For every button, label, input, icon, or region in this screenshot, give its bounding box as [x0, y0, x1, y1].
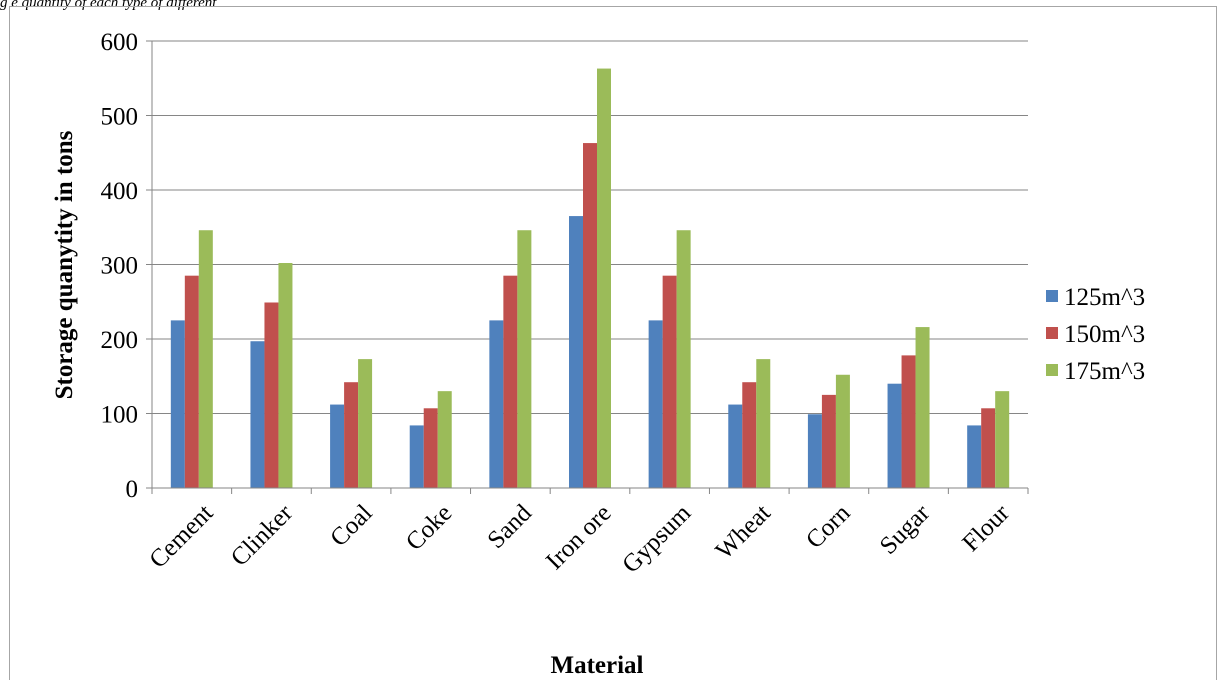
- bar-coke-series-2: [423, 408, 438, 488]
- figure-caption: g e quantity of each type of different: [0, 0, 217, 11]
- bar-coal-series-3: [358, 359, 373, 488]
- x-tick-label: Clinker: [226, 499, 299, 572]
- bar-corn-series-3: [835, 374, 850, 488]
- bar-cement-series-2: [184, 275, 199, 488]
- y-tick-labels: 0 100 200 300 400 500 600: [101, 29, 139, 503]
- y-tick-label: 100: [101, 402, 139, 429]
- x-tick-label: Flour: [957, 499, 1015, 557]
- bar-sugar-series-2: [901, 355, 916, 488]
- bar-sugar-series-1: [887, 383, 902, 488]
- bar-iron-ore-series-2: [583, 143, 597, 488]
- x-tick-label: Sugar: [875, 499, 936, 560]
- y-tick-label: 400: [101, 178, 139, 205]
- legend: 125m^3 150m^3 175m^3: [1046, 284, 1145, 385]
- x-tick-label: Corn: [801, 499, 856, 554]
- y-tick-label: 0: [126, 476, 139, 503]
- bar-clinker-series-1: [250, 341, 265, 488]
- bar-sand-series-3: [517, 230, 532, 489]
- bar-wheat-series-1: [728, 404, 743, 488]
- bar-wheat-series-2: [742, 382, 757, 488]
- legend-label: 150m^3: [1064, 321, 1145, 348]
- bar-gypsum-series-3: [676, 230, 691, 489]
- y-tick-label: 600: [101, 29, 139, 56]
- bar-corn-series-1: [807, 414, 822, 488]
- bar-iron-ore-series-3: [597, 68, 611, 488]
- x-tick-label: Coal: [325, 499, 378, 552]
- y-axis-title: Storage quanytity in tons: [51, 130, 78, 399]
- x-tick-label: Wheat: [711, 499, 776, 564]
- legend-label: 175m^3: [1064, 358, 1145, 385]
- x-tick-label: Gypsum: [617, 499, 696, 578]
- legend-swatch-series-1: [1046, 290, 1058, 302]
- legend-swatch-series-2: [1046, 327, 1058, 339]
- bar-sugar-series-3: [915, 327, 930, 488]
- bar-sand-series-1: [489, 320, 504, 488]
- bar-gypsum-series-1: [648, 320, 663, 488]
- bar-iron-ore-series-1: [569, 216, 583, 488]
- bar-sand-series-2: [503, 275, 518, 488]
- bar-corn-series-2: [821, 394, 836, 488]
- x-axis-title: Material: [550, 652, 643, 679]
- axes: [151, 41, 1029, 494]
- y-tick-label: 500: [101, 104, 139, 131]
- bar-flour-series-2: [981, 408, 996, 488]
- x-tick-label: Sand: [483, 499, 538, 554]
- x-tick-label: Iron ore: [541, 500, 617, 576]
- bar-cement-series-1: [170, 320, 185, 488]
- bar-flour-series-3: [995, 391, 1010, 488]
- x-tick-label: Cement: [144, 499, 218, 573]
- bar-clinker-series-3: [278, 263, 293, 488]
- bar-coke-series-1: [409, 425, 424, 488]
- bar-cement-series-3: [198, 230, 213, 489]
- x-tick-label: Coke: [401, 500, 457, 556]
- y-tick-label: 200: [101, 327, 139, 354]
- bar-coke-series-3: [437, 391, 452, 488]
- x-tick-labels: Cement Clinker Coal Coke Sand Iron ore Gypsum W…: [144, 499, 1015, 578]
- chart-frame: [9, 6, 1217, 680]
- bar-wheat-series-3: [756, 359, 771, 488]
- y-tick-label: 300: [101, 253, 139, 280]
- bar-gypsum-series-2: [662, 275, 677, 488]
- bars: [170, 68, 1010, 489]
- bar-flour-series-1: [967, 425, 982, 488]
- bar-clinker-series-2: [264, 302, 279, 488]
- legend-swatch-series-3: [1046, 364, 1058, 376]
- legend-label: 125m^3: [1064, 284, 1145, 311]
- bar-coal-series-2: [344, 382, 359, 488]
- bar-coal-series-1: [330, 404, 345, 488]
